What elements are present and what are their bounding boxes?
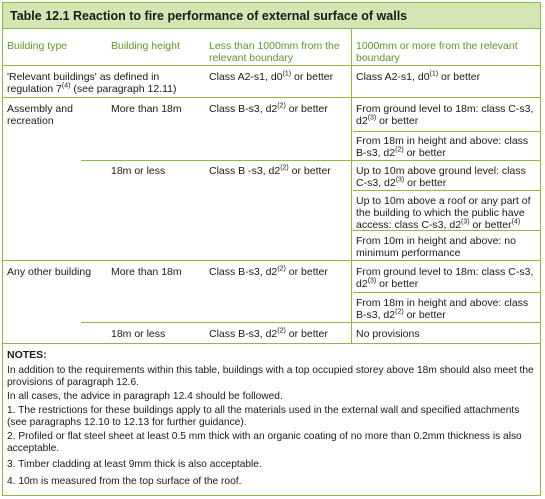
row-divider [81,322,541,323]
cell-other-height-18m-or-less: 18m or less [111,328,166,340]
footnote-marker: (3) [367,277,377,285]
cell-assembly-18m-or-less-more-1: Up to 10m above ground level: class C-s3… [356,165,526,189]
cell-assembly-type: Assembly and recreation [7,103,73,127]
cell-assembly-more-18m-less: Class B-s3, d2(2) or better [209,102,328,116]
table-title: Table 12.1 Reaction to fire performance … [10,9,408,23]
sub-row-divider [353,292,541,293]
cell-other-18m-or-less-less: Class B-s3, d2(2) or better [209,327,328,341]
footnote-marker: (4) [61,82,71,90]
sub-row-divider [353,230,541,231]
footnote-marker: (2) [277,265,286,273]
cell-other-18m-or-less-more: No provisions [356,328,420,340]
notes-divider [2,343,541,344]
column-divider [351,29,352,343]
footnote-marker: (3) [395,176,405,184]
cell-assembly-more-18m-more-2: From 18m in height and above: class B-s3… [356,135,529,159]
cell-other-more-18m-more-1: From ground level to 18m: class C-s3, d2… [356,266,534,290]
note-3: 3. Timber cladding at least 9mm thick is… [7,459,262,470]
cell-other-height-more-18m: More than 18m [111,266,182,278]
cell-other-more-18m-more-2: From 18m in height and above: class B-s3… [356,297,529,321]
header-less-than-1000: Less than 1000mm from the relevant bound… [209,40,340,64]
cell-other-more-18m-less: Class B-s3, d2(2) or better [209,265,328,279]
footnote-marker: (2) [395,146,404,154]
note-intro-1: In addition to the requirements within t… [7,365,534,388]
footnote-marker: (2) [395,308,404,316]
note-intro-2: In all cases, the advice in paragraph 12… [7,391,283,402]
footnote-marker: (1) [429,70,439,78]
header-divider [2,65,541,66]
cell-assembly-18m-or-less-more-2: Up to 10m above a roof or any part of th… [356,195,531,231]
row-divider [2,260,541,261]
header-building-height: Building height [111,40,180,52]
cell-relevant-buildings-more: Class A2-s1, d0(1) or better [356,70,481,84]
cell-assembly-height-18m-or-less: 18m or less [111,165,166,177]
cell-other-type: Any other building [7,266,92,278]
cell-assembly-more-18m-more-1: From ground level to 18m: class C-s3, d2… [356,103,534,127]
cell-assembly-18m-or-less-less: Class B -s3, d2(2) or better [209,164,331,178]
footnote-marker: (4) [511,218,521,226]
header-building-type: Building type [7,40,68,52]
header-more-than-1000: 1000mm or more from the relevant boundar… [356,40,518,64]
cell-assembly-18m-or-less-more-3: From 10m in height and above: no minimum… [356,235,516,259]
footnote-marker: (2) [277,102,286,110]
table-title-bar: Table 12.1 Reaction to fire performance … [2,2,541,29]
cell-relevant-buildings-type: 'Relevant buildings' as defined in regul… [7,71,177,95]
footnote-marker: (2) [280,164,289,172]
note-2: 2. Profiled or flat steel sheet at least… [7,431,522,454]
notes-title: NOTES: [7,349,47,361]
sub-row-divider [353,131,541,132]
sub-row-divider [353,190,541,191]
cell-relevant-buildings-less: Class A2-s1, d0(1) or better [209,70,334,84]
footnote-marker: (2) [277,327,286,335]
footnote-marker: (3) [461,218,470,226]
footnote-marker: (3) [367,114,377,122]
cell-assembly-height-more-18m: More than 18m [111,103,182,115]
note-1: 1. The restrictions for these buildings … [7,405,520,428]
note-4: 4. 10m is measured from the top surface … [7,476,242,487]
row-divider [81,160,541,161]
footnote-marker: (1) [282,70,292,78]
row-divider [2,97,541,98]
